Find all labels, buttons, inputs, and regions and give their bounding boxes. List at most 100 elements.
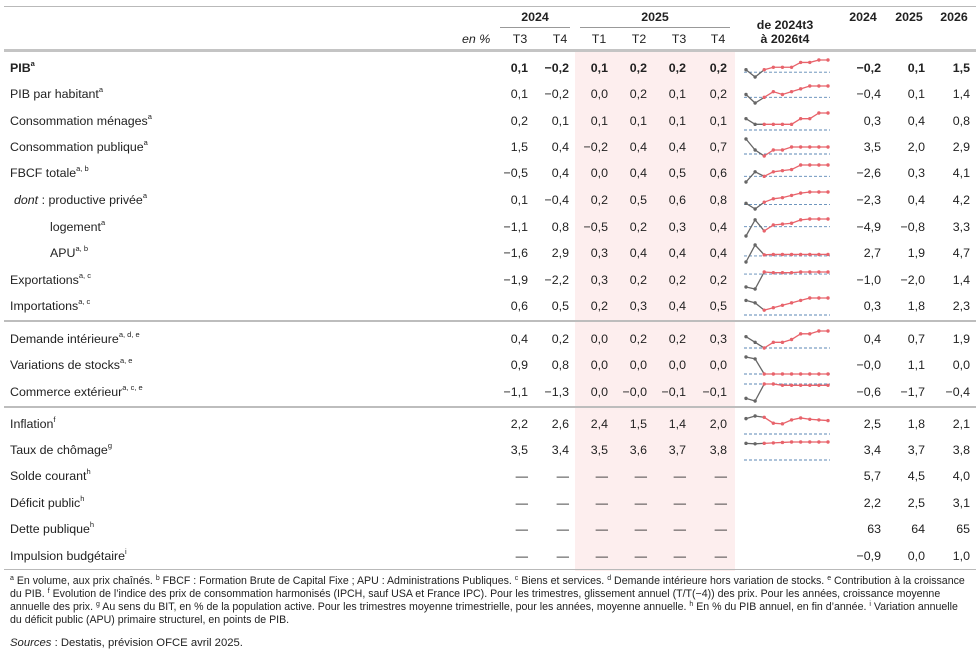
quarterly-value: 0,8 bbox=[551, 358, 569, 372]
annual-value: 3,5 bbox=[863, 140, 881, 154]
sparkline-point bbox=[817, 383, 821, 388]
annual-value: −0,4 bbox=[856, 87, 881, 101]
sparkline-point bbox=[771, 306, 776, 310]
sparkline-point bbox=[753, 414, 757, 418]
row-label: Demande intérieurea, d, e bbox=[10, 326, 140, 352]
annual-value: 2,3 bbox=[952, 299, 970, 313]
quarterly-value: 0,0 bbox=[590, 358, 608, 372]
row-footnote-ref: a bbox=[147, 112, 152, 121]
row-footnote-ref: g bbox=[107, 441, 112, 450]
annual-value: 0,4 bbox=[863, 332, 881, 346]
quarterly-value: — bbox=[556, 496, 569, 510]
sparkline-point bbox=[753, 101, 757, 105]
sparkline-point bbox=[744, 180, 748, 184]
sparkline-point bbox=[771, 197, 776, 201]
quarterly-value: — bbox=[595, 549, 608, 563]
annual-value: −4,9 bbox=[856, 220, 881, 234]
quarterly-value: 0,6 bbox=[709, 166, 727, 180]
row-footnote-ref: a bbox=[143, 138, 148, 147]
sparkline-point bbox=[808, 383, 812, 388]
sparkline-point bbox=[744, 441, 748, 446]
sparkline-point bbox=[744, 416, 748, 421]
quarterly-value: −1,9 bbox=[503, 273, 528, 287]
row-label-text: Importations bbox=[10, 299, 79, 313]
quarterly-value: 0,0 bbox=[629, 358, 647, 372]
sparkline-point bbox=[780, 270, 785, 275]
annual-value: 0,3 bbox=[863, 114, 881, 128]
sparkline-point bbox=[762, 154, 766, 158]
quarterly-value: — bbox=[714, 522, 727, 536]
annual-value: 3,8 bbox=[952, 443, 970, 457]
row-footnote-ref: h bbox=[86, 467, 91, 476]
sparkline-point bbox=[826, 163, 830, 167]
header-quarter: T3 bbox=[512, 32, 528, 46]
sparkline-point bbox=[798, 332, 803, 336]
quarterly-value: 2,9 bbox=[551, 246, 569, 260]
annual-value: 1,5 bbox=[952, 61, 970, 75]
annual-value: 0,3 bbox=[907, 166, 925, 180]
sparkline-point bbox=[762, 95, 766, 100]
annual-value: 0,4 bbox=[907, 193, 925, 207]
row-label-text: Impulsion budgétaire bbox=[10, 549, 126, 563]
annual-value: 1,9 bbox=[952, 332, 970, 346]
sparkline-point bbox=[762, 200, 766, 204]
row-label-text: Taux de chômage bbox=[10, 443, 108, 457]
row-label: Consommation ménagesa bbox=[10, 108, 152, 134]
quarterly-value: 0,2 bbox=[709, 61, 727, 75]
sparkline-point bbox=[762, 253, 766, 257]
sparkline-point bbox=[826, 418, 830, 423]
quarterly-value: 0,3 bbox=[590, 246, 608, 260]
sparkline bbox=[744, 163, 830, 184]
table-row: Consommation ménagesa 0,2 0,1 0,1 0,1 0,1 0,1 0… bbox=[0, 108, 980, 134]
sparkline-point bbox=[789, 145, 794, 149]
sparkline-point bbox=[771, 148, 776, 152]
quarterly-value: 1,4 bbox=[668, 417, 686, 431]
row-label-text: PIB par habitant bbox=[10, 87, 99, 101]
sparkline-point bbox=[771, 441, 776, 445]
sparkline-point bbox=[826, 190, 830, 194]
annual-value: −0,6 bbox=[856, 385, 881, 399]
quarterly-value: 2,0 bbox=[709, 417, 727, 431]
row-label: Exportationsa, c bbox=[10, 267, 91, 293]
sparkline-point bbox=[753, 399, 757, 403]
sparkline-point bbox=[808, 372, 812, 376]
table-bottom-rule bbox=[4, 569, 976, 570]
quarterly-value: — bbox=[673, 469, 686, 483]
sparkline-point bbox=[762, 270, 766, 274]
sparkline-point bbox=[817, 252, 821, 257]
row-footnote-ref: h bbox=[80, 494, 85, 503]
row-label-text: PIB bbox=[10, 61, 31, 75]
sparkline-point bbox=[808, 252, 812, 257]
annual-value: 0,0 bbox=[907, 549, 925, 563]
quarterly-value: 0,2 bbox=[551, 332, 569, 346]
sparkline-point bbox=[762, 174, 766, 179]
quarterly-value: 0,4 bbox=[668, 246, 686, 260]
sparkline-point bbox=[817, 217, 821, 221]
sources-label: Sources bbox=[10, 637, 52, 649]
sparkline-point bbox=[808, 84, 812, 88]
sparkline-point bbox=[780, 148, 785, 152]
sparkline-point bbox=[789, 221, 794, 225]
annual-value: 4,5 bbox=[907, 469, 925, 483]
table-row: Déficit publich — — — — — — 2,2 2,5 3,1 bbox=[0, 490, 980, 516]
annual-value: 1,8 bbox=[907, 299, 925, 313]
row-footnote-ref: a, c bbox=[78, 297, 91, 306]
quarterly-value: 0,1 bbox=[510, 87, 528, 101]
quarterly-value: — bbox=[556, 549, 569, 563]
sparkline-point bbox=[753, 442, 757, 446]
quarterly-value: −0,4 bbox=[544, 193, 569, 207]
row-footnote-ref: a, b bbox=[75, 244, 88, 253]
footnote-marker: e bbox=[827, 575, 832, 582]
sparkline-point bbox=[817, 84, 821, 88]
footnote-marker: g bbox=[95, 600, 100, 608]
quarterly-value: — bbox=[714, 469, 727, 483]
footnote-text: Au sens du BIT, en % de la population ac… bbox=[99, 600, 690, 613]
row-label-prefix: dont bbox=[14, 193, 39, 207]
quarterly-value: 0,6 bbox=[510, 299, 528, 313]
annual-value: 2,5 bbox=[863, 417, 881, 431]
sparkline-point bbox=[808, 60, 812, 65]
sparkline-point bbox=[789, 167, 794, 172]
annual-value: 2,7 bbox=[863, 246, 881, 260]
annual-value: 2,9 bbox=[952, 140, 970, 154]
